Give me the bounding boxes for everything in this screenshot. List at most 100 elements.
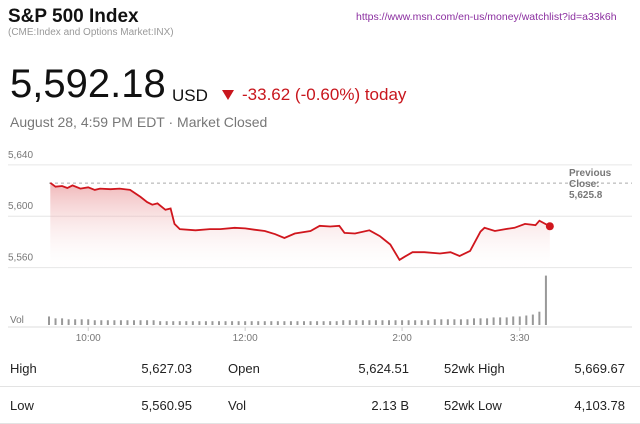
- previous-close-value: 5,625.8: [569, 190, 603, 201]
- stat-label: 52wk High: [444, 361, 505, 376]
- x-tick-label: 2:00: [392, 333, 412, 344]
- volume-bar: [446, 319, 449, 325]
- volume-bar: [381, 320, 384, 325]
- volume-bar: [459, 319, 462, 325]
- x-tick-label: 10:00: [76, 333, 101, 344]
- volume-bar: [473, 318, 475, 325]
- volume-bar: [479, 318, 482, 325]
- volume-bar: [414, 320, 417, 325]
- url[interactable]: https://www.msn.com/en-us/money/watchlis…: [356, 11, 617, 23]
- stat-label: Low: [10, 398, 34, 413]
- volume-bar: [394, 320, 397, 325]
- volume-bar: [146, 320, 149, 325]
- volume-bar: [368, 320, 371, 325]
- x-tick-label: 3:30: [510, 333, 530, 344]
- volume-bar: [544, 275, 547, 325]
- volume-bar: [374, 320, 377, 325]
- volume-bar: [224, 321, 227, 325]
- stat-value: 5,627.03: [141, 361, 192, 376]
- volume-bar: [133, 320, 135, 325]
- volume-bar: [492, 317, 495, 325]
- volume-bar: [355, 320, 358, 325]
- volume-bar: [361, 320, 364, 325]
- volume-bar: [453, 319, 456, 325]
- volume-bar: [296, 321, 299, 325]
- currency: USD: [172, 86, 208, 105]
- stat-label: Vol: [228, 398, 247, 413]
- volume-bar: [433, 319, 436, 325]
- stat-value: 4,103.78: [574, 398, 625, 413]
- volume-bar: [204, 321, 207, 325]
- volume-bar: [165, 321, 168, 325]
- volume-bar: [48, 316, 50, 325]
- volume-bar: [518, 316, 521, 325]
- volume-bar: [257, 321, 260, 325]
- stat-value: 5,669.67: [574, 361, 625, 376]
- volume-bar: [172, 321, 175, 325]
- volume-bar: [466, 319, 469, 325]
- y-tick-label: 5,560: [8, 253, 33, 264]
- volume-bar: [244, 321, 247, 325]
- title: S&P 500 Index: [8, 6, 139, 27]
- volume-bar: [276, 321, 279, 325]
- volume-bar: [427, 320, 430, 325]
- volume-bar: [113, 320, 116, 325]
- volume-bar: [420, 320, 423, 325]
- previous-close-label: Previous Close:: [569, 168, 612, 190]
- area-fill: [50, 182, 550, 274]
- volume-bar: [87, 319, 90, 325]
- volume-bar: [218, 321, 220, 325]
- volume-bar: [54, 318, 57, 325]
- volume-bar: [401, 320, 404, 325]
- stat-value: 5,560.95: [141, 398, 192, 413]
- volume-bar: [231, 321, 234, 325]
- volume-bar: [152, 320, 155, 325]
- volume-label: Vol: [10, 315, 24, 326]
- volume-bar: [100, 320, 103, 325]
- volume-bar: [440, 319, 443, 325]
- timestamp: August 28, 4:59 PM EDT · Market Closed: [10, 114, 268, 130]
- volume-bar: [237, 321, 240, 325]
- stat-value: 2.13 B: [371, 398, 409, 413]
- volume-bar: [250, 321, 253, 325]
- change: -33.62 (-0.60%) today: [242, 85, 407, 104]
- volume-bar: [505, 317, 508, 325]
- volume-bar: [309, 321, 312, 325]
- volume-bar: [119, 320, 122, 325]
- volume-bar: [525, 315, 528, 325]
- volume-bar: [486, 318, 489, 325]
- price: 5,592.18: [10, 62, 166, 106]
- volume-bar: [289, 321, 292, 325]
- volume-bar: [263, 321, 266, 325]
- stat-label: 52wk Low: [444, 398, 502, 413]
- volume-bar: [329, 321, 332, 325]
- volume-bar: [407, 320, 410, 325]
- volume-bar: [159, 321, 162, 325]
- down-arrow: [222, 90, 234, 100]
- volume-bar: [178, 321, 181, 325]
- x-tick-label: 12:00: [233, 333, 258, 344]
- volume-bar: [185, 321, 188, 325]
- volume-bar: [198, 321, 201, 325]
- volume-bar: [303, 321, 305, 325]
- subtitle: (CME:Index and Options Market:INX): [8, 27, 174, 38]
- volume-bar: [211, 321, 214, 325]
- volume-bar: [61, 318, 64, 325]
- volume-bar: [191, 321, 194, 325]
- volume-bar: [316, 321, 319, 325]
- volume-bar: [283, 321, 286, 325]
- stat-label: Open: [228, 361, 260, 376]
- stat-label: High: [10, 361, 37, 376]
- volume-bar: [335, 321, 338, 325]
- volume-bar: [322, 321, 325, 325]
- y-tick-label: 5,600: [8, 201, 33, 212]
- row-divider: [0, 386, 640, 387]
- volume-bar: [80, 319, 83, 325]
- volume-bar: [270, 321, 273, 325]
- chart: 5,560 5,600 5,640 10:00 12:00 2:00 3:30 Vol: [8, 150, 632, 344]
- volume-bar: [348, 320, 351, 325]
- volume-bar: [126, 320, 129, 325]
- volume-bar: [74, 319, 77, 325]
- previous-close: Previous Close: 5,625.8: [569, 168, 619, 201]
